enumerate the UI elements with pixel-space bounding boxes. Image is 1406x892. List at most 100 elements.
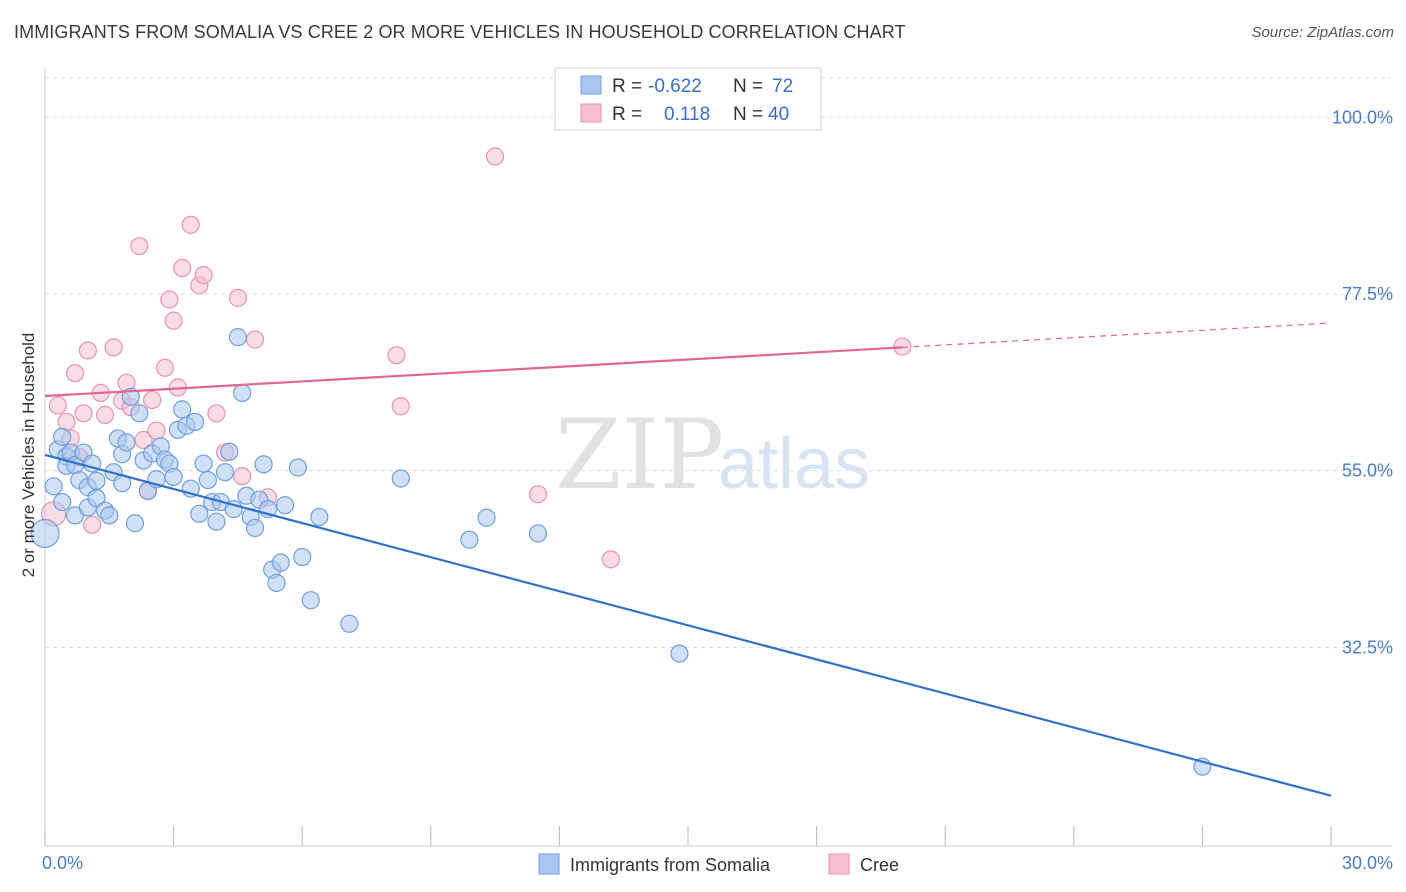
somalia-point-25 (125, 514, 145, 533)
cree-point-32 (245, 330, 265, 349)
somalia-point-47 (220, 442, 239, 461)
y-axis-label: 2 or more Vehicles in Household (19, 333, 38, 578)
chart-title: IMMIGRANTS FROM SOMALIA VS CREE 2 OR MOR… (14, 22, 906, 42)
cree-trend-line (44, 346, 903, 398)
legend-r-label-blue: R = (612, 76, 642, 97)
y-tick-label-3: 32.5% (1342, 637, 1393, 657)
somalia-point-4 (53, 492, 72, 512)
cree-point-37 (528, 485, 548, 504)
somalia-point-24 (121, 387, 140, 406)
cree-trend-line-extension (902, 322, 1332, 348)
somalia-point-60 (275, 496, 295, 515)
bottom-legend: Immigrants from Somalia Cree (538, 853, 899, 875)
somalia-point-62 (293, 547, 312, 567)
somalia-point-65 (340, 614, 359, 633)
cree-points (40, 147, 912, 569)
cree-point-39 (893, 337, 912, 356)
somalia-point-49 (228, 328, 247, 347)
somalia-point-23 (117, 433, 136, 452)
legend: R = -0.622 N = 72 R = 0.118 N = 40 (554, 67, 822, 131)
axes (44, 68, 1392, 847)
y-tick-labels: 100.0% 77.5% 55.0% 32.5% (1332, 107, 1393, 657)
cree-point-30 (228, 288, 247, 307)
y-tick-label-0: 100.0% (1332, 107, 1393, 127)
cree-point-31 (233, 467, 252, 486)
cree-point-7 (78, 341, 97, 360)
somalia-point-50 (233, 383, 252, 402)
cree-point-1 (48, 396, 67, 415)
cree-point-25 (181, 215, 200, 234)
somalia-points (30, 328, 1212, 776)
somalia-point-1 (44, 477, 63, 496)
somalia-point-42 (198, 470, 217, 490)
somalia-point-34 (164, 467, 183, 487)
somalia-point-70 (670, 644, 689, 663)
somalia-point-61 (288, 458, 308, 477)
cree-point-21 (160, 290, 179, 309)
legend-r-value-blue: -0.622 (648, 76, 702, 97)
watermark-atlas: atlas (718, 424, 870, 504)
bottom-legend-swatch-pink (828, 853, 850, 875)
somalia-point-39 (185, 412, 205, 432)
x-tick-label-1: 30.0% (1342, 853, 1393, 873)
cree-point-20 (155, 358, 175, 377)
legend-n-value-blue: 72 (772, 76, 793, 97)
somalia-point-55 (254, 455, 273, 474)
cree-point-36 (486, 147, 505, 166)
cree-point-8 (83, 515, 102, 534)
somalia-point-18 (100, 506, 119, 525)
y-tick-label-2: 55.0% (1342, 461, 1393, 481)
legend-n-value-pink: 40 (768, 104, 789, 125)
cree-point-27 (194, 266, 213, 285)
legend-r-value-pink: 0.118 (664, 104, 710, 125)
cree-point-15 (130, 236, 149, 256)
cree-point-34 (387, 346, 406, 365)
x-tick-labels: 0.0% 30.0% (42, 853, 1393, 873)
legend-n-label-blue: N = (733, 76, 763, 97)
legend-swatch-blue (580, 75, 602, 95)
trend-lines (44, 322, 1332, 797)
somalia-point-44 (207, 512, 226, 531)
source-label: Source: ZipAtlas.com (1251, 24, 1394, 41)
cree-point-6 (74, 404, 93, 423)
somalia-point-64 (310, 507, 329, 527)
legend-n-label-pink: N = (733, 104, 763, 125)
watermark: ZIP atlas (555, 399, 870, 511)
somalia-point-3 (53, 427, 72, 446)
somalia-point-67 (460, 530, 479, 549)
somalia-point-36 (173, 400, 192, 419)
somalia-point-66 (391, 469, 410, 488)
x-tick-label-0: 0.0% (42, 853, 83, 873)
cree-point-38 (601, 550, 620, 569)
y-tick-label-1: 77.5% (1342, 284, 1393, 304)
somalia-point-58 (267, 573, 286, 593)
cree-point-18 (143, 390, 162, 410)
cree-point-24 (173, 258, 192, 278)
bottom-legend-label-somalia: Immigrants from Somalia (570, 855, 771, 875)
somalia-point-63 (301, 591, 320, 610)
cree-point-19 (147, 421, 166, 440)
somalia-point-53 (245, 518, 265, 538)
somalia-point-0 (30, 518, 60, 549)
watermark-zip: ZIP (555, 399, 724, 511)
somalia-point-40 (190, 504, 209, 523)
cree-point-4 (65, 364, 85, 383)
somalia-point-68 (477, 508, 496, 527)
somalia-point-69 (528, 524, 548, 543)
cree-point-2 (57, 412, 76, 432)
cree-point-22 (164, 311, 183, 330)
somalia-point-59 (271, 553, 290, 572)
cree-point-11 (104, 338, 123, 357)
somalia-point-16 (87, 489, 106, 508)
bottom-legend-swatch-blue (538, 853, 560, 875)
cree-point-10 (95, 405, 115, 424)
grid-lines (45, 77, 1391, 648)
legend-swatch-pink (580, 103, 602, 123)
somalia-point-41 (194, 454, 213, 473)
cree-point-28 (207, 404, 226, 423)
somalia-point-15 (87, 471, 106, 490)
somalia-trend-line (44, 453, 1332, 797)
cree-point-35 (391, 397, 410, 416)
somalia-point-26 (130, 404, 149, 423)
